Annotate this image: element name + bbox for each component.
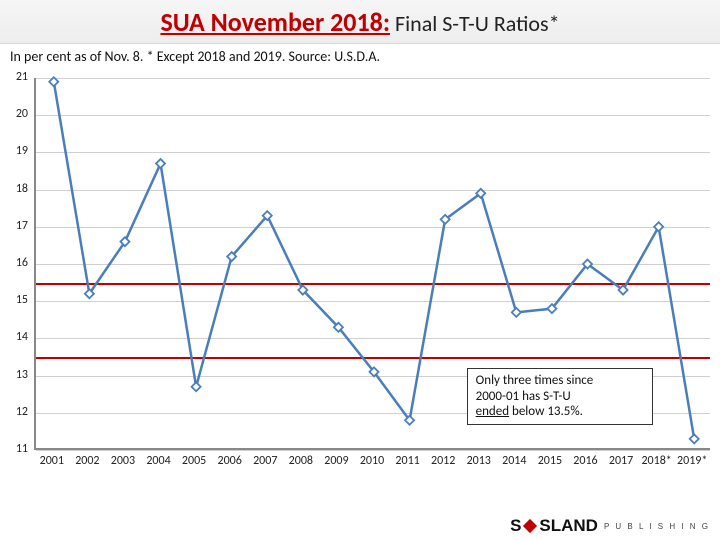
- x-axis-label: 2017: [601, 454, 641, 468]
- diamond-icon: [523, 519, 537, 533]
- gridline: [36, 450, 710, 451]
- x-axis-label: 2007: [245, 454, 285, 468]
- x-axis-label: 2015: [530, 454, 570, 468]
- x-axis-label: 2012: [423, 454, 463, 468]
- data-marker: [156, 159, 165, 168]
- title-rest: Final S-T-U Ratios*: [390, 10, 560, 37]
- x-axis-label: 2016: [565, 454, 605, 468]
- x-axis-label: 2004: [139, 454, 179, 468]
- data-marker: [690, 434, 699, 443]
- y-axis-label: 20: [6, 107, 28, 121]
- x-axis-label: 2003: [103, 454, 143, 468]
- x-axis-label: 2014: [494, 454, 534, 468]
- x-axis-label: 2008: [281, 454, 321, 468]
- y-axis-label: 19: [6, 144, 28, 158]
- publisher-logo: S SLAND P U B L I S H I N G: [510, 516, 710, 536]
- data-marker: [49, 77, 58, 86]
- y-axis-label: 17: [6, 219, 28, 233]
- y-axis-label: 21: [6, 70, 28, 84]
- y-axis-label: 13: [6, 368, 28, 382]
- x-axis-label: 2005: [174, 454, 214, 468]
- x-axis-label: 2018*: [637, 454, 677, 468]
- x-axis-label: 2009: [316, 454, 356, 468]
- title-main: SUA November 2018:: [160, 6, 390, 38]
- y-axis-label: 12: [6, 405, 28, 419]
- y-axis-label: 18: [6, 182, 28, 196]
- y-axis-label: 16: [6, 256, 28, 270]
- x-axis-label: 2002: [67, 454, 107, 468]
- y-axis-label: 14: [6, 330, 28, 344]
- y-axis-label: 15: [6, 293, 28, 307]
- x-axis-label: 2001: [32, 454, 72, 468]
- x-axis-label: 2011: [388, 454, 428, 468]
- data-marker: [192, 382, 201, 391]
- subtitle: In per cent as of Nov. 8. * Except 2018 …: [0, 44, 720, 65]
- x-axis-label: 2013: [459, 454, 499, 468]
- y-axis-label: 11: [6, 442, 28, 456]
- line-chart: 1112131415161718192021200120022003200420…: [6, 72, 714, 488]
- x-axis-label: 2019*: [672, 454, 712, 468]
- data-marker: [512, 308, 521, 317]
- title-bar: SUA November 2018: Final S-T-U Ratios*: [0, 0, 720, 44]
- x-axis-label: 2010: [352, 454, 392, 468]
- annotation-box: Only three times since2000-01 has S-T-Ue…: [467, 368, 653, 425]
- x-axis-label: 2006: [210, 454, 250, 468]
